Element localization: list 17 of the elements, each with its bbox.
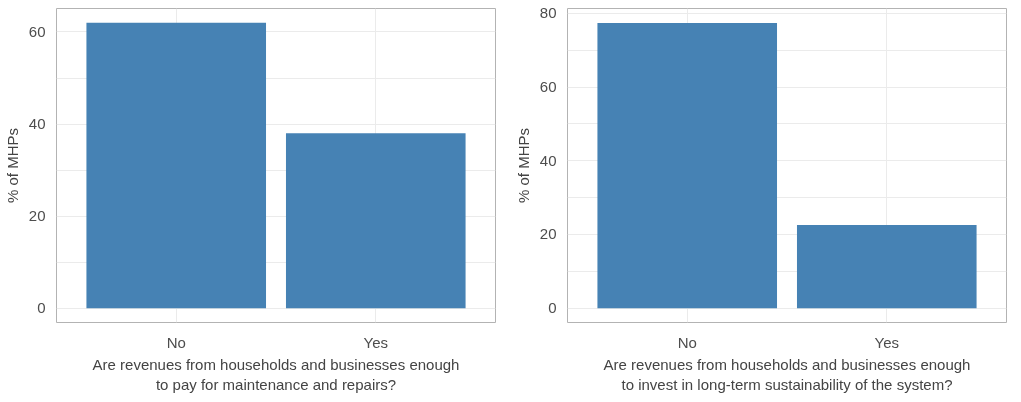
y-tick-label: 60	[539, 78, 557, 96]
x-axis-title: Are revenues from households and businesses enough to pay for maintenance and repairs?	[92, 355, 460, 393]
y-tick-label: 0	[37, 299, 46, 317]
x-axis-title: Are revenues from households and businesses enough to invest in long-term sustainability of the system?	[603, 355, 971, 393]
x-tick-label: No	[677, 333, 697, 351]
y-tick-label: 40	[28, 115, 46, 133]
y-tick-label: 80	[539, 4, 557, 22]
y-axis-title: % of MHPs	[3, 127, 21, 204]
y-tick-label: 20	[28, 207, 46, 225]
y-tick-label: 40	[539, 151, 557, 169]
x-tick-label: Yes	[874, 333, 900, 351]
y-tick-label: 60	[28, 22, 46, 40]
y-axis-title: % of MHPs	[514, 127, 532, 204]
x-tick-label: Yes	[363, 333, 389, 351]
x-tick-label: No	[166, 333, 186, 351]
y-tick-label: 20	[539, 225, 557, 243]
y-tick-label: 0	[548, 299, 557, 317]
